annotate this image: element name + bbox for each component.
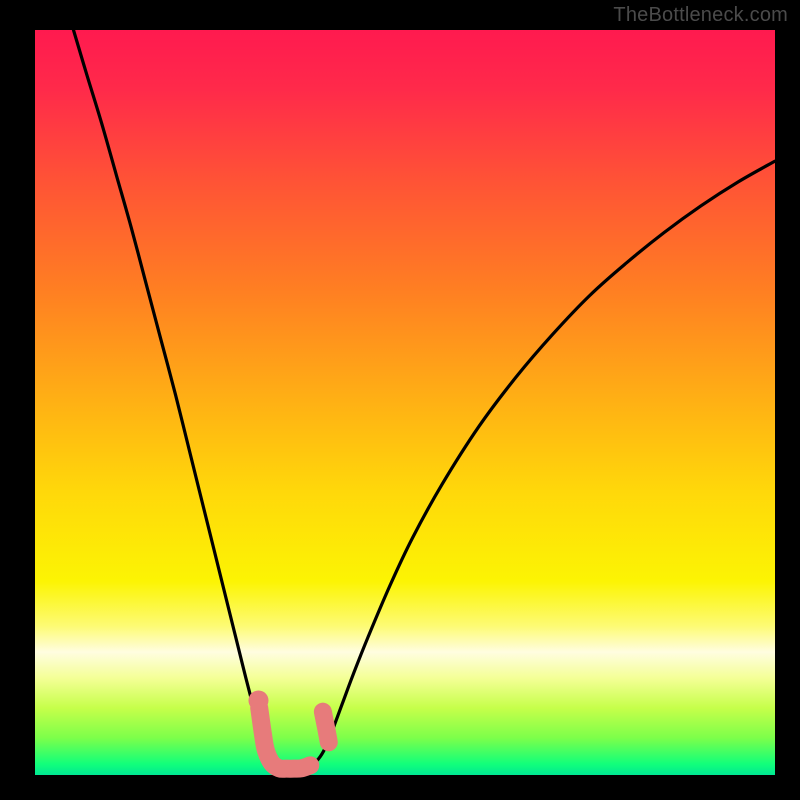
nodes-overlay (248, 691, 328, 769)
nodes-dot (248, 691, 268, 711)
watermark-text: TheBottleneck.com (613, 4, 788, 27)
bottleneck-curve (73, 30, 775, 769)
nodes-segment (323, 712, 329, 743)
chart-svg (35, 30, 775, 775)
nodes-segment (259, 708, 310, 769)
plot-area (35, 30, 775, 775)
